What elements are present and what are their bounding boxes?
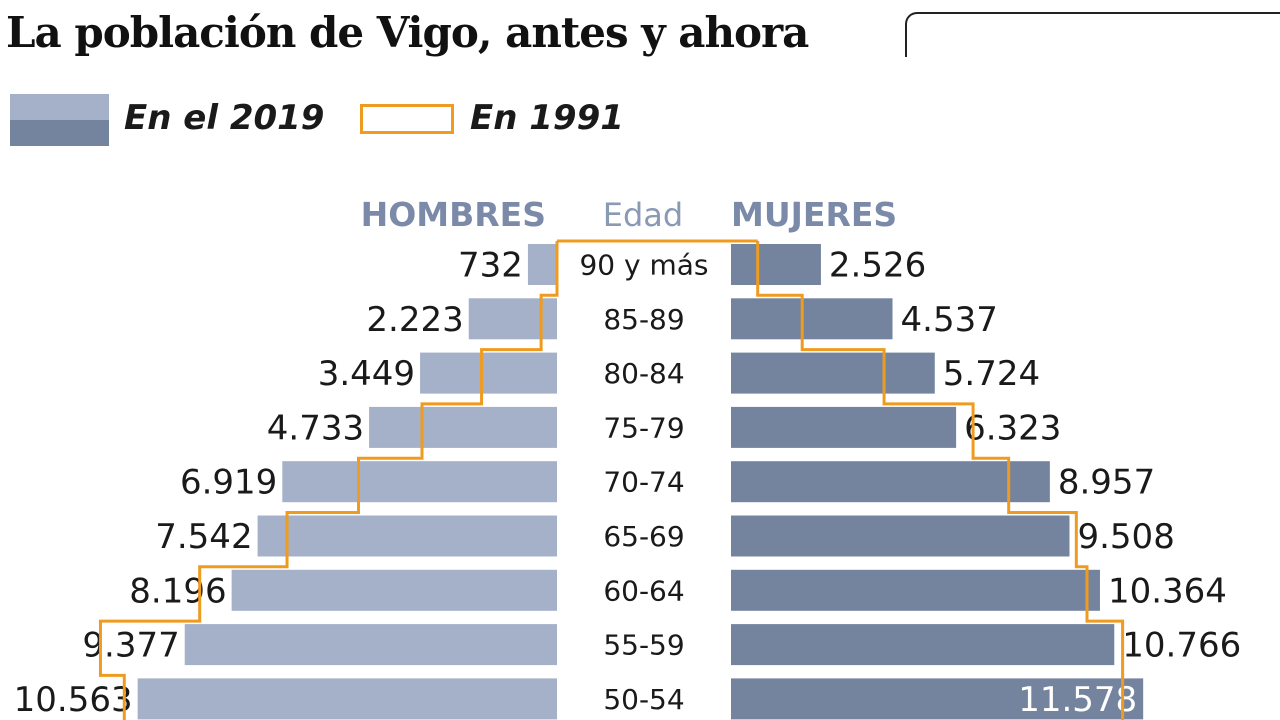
- bar-mujeres: [731, 461, 1050, 503]
- chart-title: La población de Vigo, antes y ahora: [6, 8, 809, 57]
- value-label-mujeres: 8.957: [1058, 463, 1155, 503]
- bar-hombres: [420, 352, 557, 394]
- value-label-mujeres: 10.364: [1108, 571, 1227, 611]
- bar-hombres: [468, 298, 557, 340]
- value-label-mujeres: 9.508: [1077, 517, 1174, 557]
- bar-mujeres: [731, 406, 957, 448]
- age-label: 70-74: [603, 466, 684, 499]
- value-label-hombres: 732: [458, 246, 523, 286]
- header-mujeres: MUJERES: [731, 195, 897, 234]
- value-label-mujeres: 10.766: [1122, 626, 1241, 666]
- bar-mujeres: [731, 515, 1070, 557]
- bar-mujeres: [731, 678, 1144, 720]
- header-edad: Edad: [603, 196, 683, 234]
- value-label-hombres: 3.449: [318, 354, 415, 394]
- labels-group: 90 y más 732 2.526 85-89 2.223 4.537 80-84 3.44…: [14, 246, 1242, 720]
- age-label: 75-79: [603, 411, 684, 444]
- age-label: 65-69: [603, 520, 684, 553]
- age-label: 55-59: [603, 629, 684, 662]
- bars-group: [137, 244, 1144, 720]
- value-label-hombres: 9.377: [82, 626, 179, 666]
- legend-label-2019: En el 2019: [124, 98, 325, 138]
- value-label-hombres: 2.223: [366, 300, 463, 340]
- value-label-hombres: 4.733: [267, 408, 364, 448]
- age-label: 60-64: [603, 574, 684, 607]
- bar-hombres: [257, 515, 557, 557]
- bar-hombres: [231, 569, 557, 611]
- legend-swatch-2019-men: [10, 94, 109, 120]
- bar-hombres: [184, 624, 557, 666]
- value-label-mujeres: 11.578: [1018, 680, 1137, 720]
- bar-hombres: [369, 406, 557, 448]
- value-label-hombres: 7.542: [155, 517, 252, 557]
- bar-mujeres: [731, 569, 1100, 611]
- bar-mujeres: [731, 244, 821, 285]
- legend-swatch-1991: [360, 104, 454, 134]
- bar-mujeres: [731, 352, 935, 394]
- value-label-mujeres: 6.323: [964, 408, 1061, 448]
- legend-swatch-2019: [10, 94, 109, 146]
- bar-mujeres: [731, 624, 1115, 666]
- title-frame-decoration: [905, 12, 1280, 57]
- bar-mujeres: [731, 298, 893, 340]
- age-label: 90 y más: [579, 249, 708, 282]
- age-label: 85-89: [603, 303, 684, 336]
- value-label-hombres: 8.196: [129, 571, 226, 611]
- bar-hombres: [527, 244, 557, 285]
- age-label: 50-54: [603, 683, 684, 716]
- outline-1991-group: [98, 239, 1125, 720]
- age-label: 80-84: [603, 357, 684, 390]
- legend-swatch-2019-women: [10, 120, 109, 146]
- value-label-mujeres: 4.537: [901, 300, 998, 340]
- value-label-mujeres: 5.724: [943, 354, 1040, 394]
- value-label-hombres: 10.563: [14, 680, 133, 720]
- bar-hombres: [282, 461, 557, 503]
- outline-1991-hombres: [98, 241, 559, 720]
- value-label-mujeres: 2.526: [829, 246, 926, 286]
- bar-hombres: [137, 678, 557, 720]
- header-hombres: HOMBRES: [361, 195, 546, 234]
- value-label-hombres: 6.919: [180, 463, 277, 503]
- outline-1991-mujeres: [756, 241, 1125, 720]
- legend-label-1991: En 1991: [470, 98, 624, 138]
